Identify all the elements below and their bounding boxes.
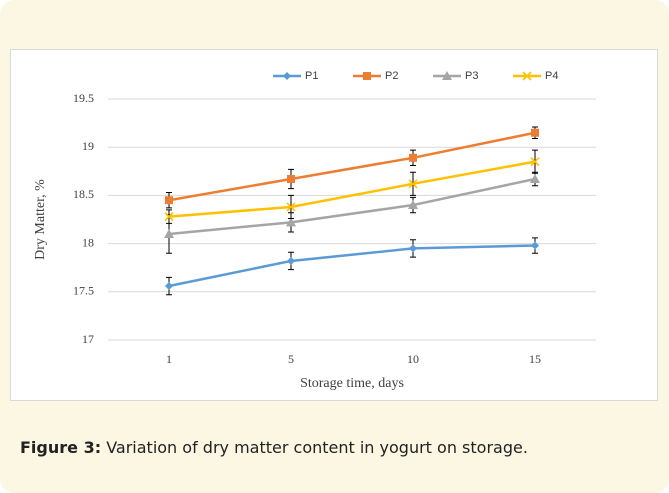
marker <box>287 175 295 184</box>
x-tick-label: 5 <box>288 352 294 366</box>
marker <box>286 202 296 212</box>
legend-label: P1 <box>305 70 318 82</box>
marker <box>287 256 295 265</box>
caption-text: Variation of dry matter content in yogur… <box>106 438 528 457</box>
caption: Figure 3: Variation of dry matter conten… <box>20 438 528 457</box>
legend-marker <box>283 72 291 80</box>
series-line <box>168 244 536 288</box>
figure-label: Figure 3: <box>20 438 102 457</box>
marker <box>531 128 539 137</box>
marker <box>165 196 173 205</box>
marker <box>408 200 418 210</box>
marker <box>531 241 539 250</box>
y-tick-label: 17.5 <box>73 284 94 298</box>
y-tick-label: 19.5 <box>73 91 94 105</box>
x-tick-label: 10 <box>407 352 419 366</box>
legend-marker <box>522 71 532 81</box>
chart-panel: 17 17.5 18 18.5 19 19.5 1 5 10 15 Storage time, da… <box>10 49 658 401</box>
legend-marker <box>442 71 452 80</box>
series-line <box>168 160 536 218</box>
y-tick-label: 18 <box>82 235 94 249</box>
y-tick-label: 18.5 <box>73 187 94 201</box>
y-tick-label: 19 <box>82 139 94 153</box>
marker <box>530 157 540 167</box>
legend-label: P3 <box>465 70 478 82</box>
marker <box>286 217 296 227</box>
x-axis-label: Storage time, days <box>300 376 404 391</box>
y-tick-label: 17 <box>82 332 94 346</box>
series-line <box>168 131 536 202</box>
marker <box>530 174 540 184</box>
marker <box>164 228 174 238</box>
x-tick-label: 15 <box>529 352 541 366</box>
x-tick-label: 1 <box>166 352 172 366</box>
marker <box>164 212 174 222</box>
marker <box>408 179 418 189</box>
marker <box>165 282 173 291</box>
marker <box>409 244 417 253</box>
y-axis-label: Dry Matter, % <box>33 179 48 260</box>
marker <box>409 153 417 162</box>
legend-label: P2 <box>385 70 398 82</box>
legend-marker <box>363 72 371 80</box>
legend-label: P4 <box>545 70 558 82</box>
series-line <box>168 177 536 236</box>
